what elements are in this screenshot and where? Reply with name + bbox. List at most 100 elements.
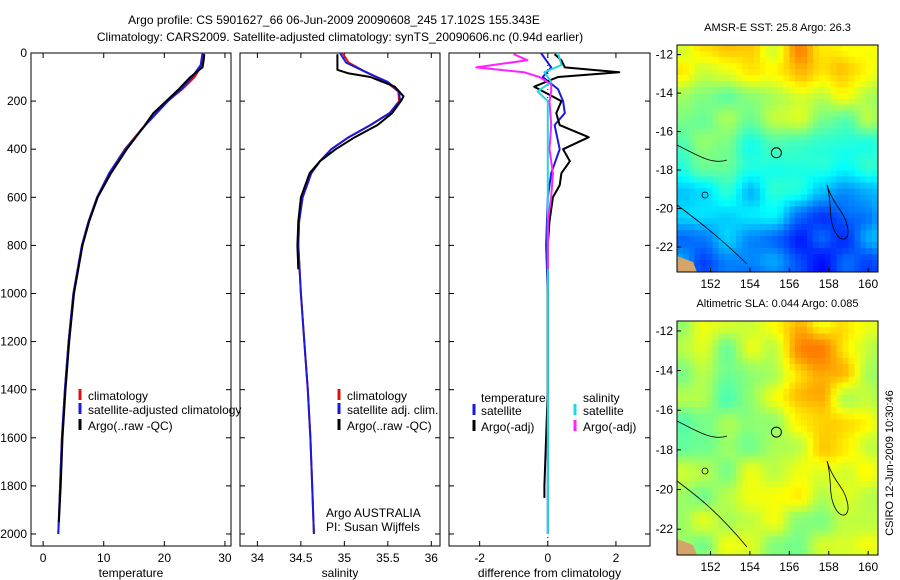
map-cell (682, 62, 690, 70)
map-cell (783, 50, 790, 58)
map-cell (824, 212, 832, 219)
map-cell (777, 116, 785, 124)
map-cell (830, 45, 838, 52)
map-cell (700, 450, 708, 458)
map-cell (742, 266, 749, 273)
map-cell (848, 86, 855, 94)
map-cell (872, 456, 879, 464)
map-cell (724, 413, 731, 421)
map-cell (789, 152, 796, 160)
map-cell (848, 438, 855, 445)
map-cell (866, 401, 873, 408)
map-cell (718, 505, 725, 513)
map-cell (765, 431, 773, 439)
map-cell (700, 206, 708, 213)
map-cell (830, 351, 838, 359)
map-cell (830, 62, 838, 70)
map-cell (677, 493, 684, 501)
map-cell (807, 140, 814, 148)
map-cell (866, 200, 873, 207)
map-cell (694, 468, 702, 476)
map-cell (860, 98, 867, 106)
map-cell (783, 242, 790, 249)
map-cell (842, 266, 850, 273)
map-cell (789, 376, 796, 384)
map-cell (830, 212, 838, 219)
map-cell (777, 444, 785, 451)
map-cell (724, 339, 731, 347)
map-cell (682, 248, 690, 255)
map-cell (818, 146, 826, 154)
map-cell (682, 182, 690, 189)
x-tick-label: 20 (158, 551, 172, 565)
map-cell (842, 456, 850, 464)
map-cell (836, 407, 844, 414)
map-cell (872, 45, 879, 52)
map-cell (730, 152, 737, 160)
map-cell (736, 481, 743, 488)
map-cell (706, 321, 714, 328)
map-cell (801, 357, 808, 365)
y-tick-label: -22 (656, 240, 674, 254)
map-cell (824, 357, 832, 365)
map-cell (736, 413, 743, 421)
map-cell (742, 357, 749, 365)
map-cell (688, 158, 696, 166)
map-cell (854, 266, 861, 273)
map-cell (860, 212, 867, 219)
map-cell (730, 407, 737, 414)
map-cell (753, 327, 761, 334)
map-cell (818, 140, 826, 148)
map-cell (694, 487, 702, 495)
map-cell (848, 218, 855, 225)
map-cell (801, 339, 808, 347)
map-cell (872, 182, 879, 189)
map-cell (712, 438, 719, 445)
map-cell (765, 110, 773, 118)
map-cell (677, 413, 684, 421)
map-cell (807, 146, 814, 154)
map-cell (677, 164, 684, 172)
map-cell (872, 140, 879, 148)
map-cell (795, 474, 802, 482)
map-cell (801, 182, 808, 189)
contour-line (701, 191, 709, 199)
map-cell (866, 218, 873, 225)
map-cell (706, 110, 714, 118)
map-cell (742, 122, 749, 130)
map-cell (718, 357, 725, 365)
map-cell (783, 170, 790, 178)
map-cell (842, 351, 850, 359)
map-cell (771, 450, 779, 458)
map-cell (830, 444, 838, 451)
x-tick-label: 10 (97, 551, 111, 565)
map-cell (677, 481, 684, 488)
map-cell (854, 158, 861, 166)
legend-entry: climatology (88, 389, 148, 403)
map-cell (818, 444, 826, 451)
map-cell (801, 518, 808, 525)
map-cell (848, 45, 855, 52)
map-cell (818, 260, 826, 267)
map-cell (830, 468, 838, 476)
map-cell (747, 128, 755, 136)
map-cell (795, 110, 802, 118)
map-cell (765, 224, 773, 231)
map-cell (836, 542, 844, 550)
map-cell (789, 188, 796, 195)
map-cell (718, 254, 725, 261)
map-cell (753, 158, 761, 166)
map-cell (747, 413, 755, 421)
map-cell (753, 542, 761, 550)
map-cell (777, 505, 785, 513)
map-cell (765, 45, 773, 52)
map-cell (801, 419, 808, 427)
map-cell (724, 462, 731, 470)
map-cell (777, 164, 785, 172)
map-cell (706, 86, 714, 94)
map-cell (688, 134, 696, 142)
map-cell (700, 382, 708, 390)
map-cell (736, 56, 743, 64)
map-cell (824, 230, 832, 237)
map-cell (706, 419, 714, 427)
